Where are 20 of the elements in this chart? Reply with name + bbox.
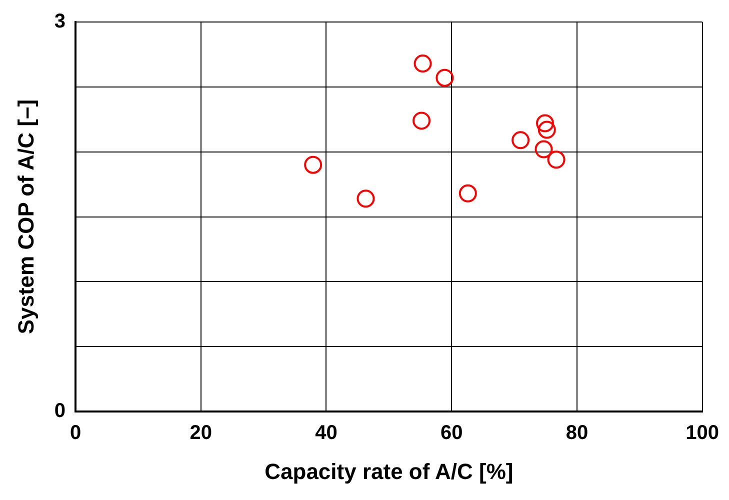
point: [536, 114, 554, 132]
point: [512, 131, 530, 150]
point: [458, 184, 477, 202]
x-tick-label: 40: [315, 422, 338, 444]
point: [304, 156, 322, 174]
point: [412, 112, 431, 130]
x-tick-label: 20: [190, 422, 212, 444]
x-tick-label: 0: [70, 422, 82, 444]
point: [547, 150, 566, 169]
point: [356, 190, 375, 208]
x-tick-label: 60: [440, 422, 463, 444]
y-axis-title: System COP of A/C [–]: [13, 99, 38, 334]
x-axis-title: Capacity rate of A/C [%]: [264, 458, 514, 484]
y-tick-label: 3: [54, 10, 66, 33]
point: [436, 68, 454, 87]
point: [534, 140, 553, 158]
x-tick-label: 80: [566, 422, 588, 444]
point: [538, 120, 556, 139]
x-tick-label: 100: [686, 422, 720, 444]
point: [414, 54, 432, 73]
